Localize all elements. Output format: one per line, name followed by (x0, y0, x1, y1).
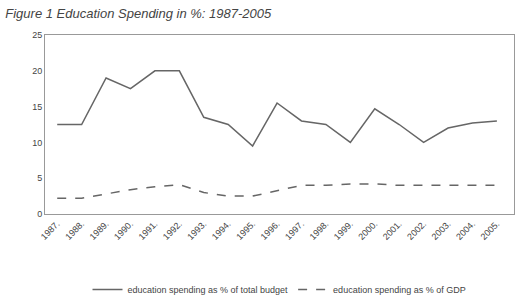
svg-text:1988.: 1988. (63, 219, 86, 242)
svg-text:2002.: 2002. (405, 219, 428, 242)
svg-text:15: 15 (32, 102, 42, 112)
svg-text:1996.: 1996. (259, 219, 282, 242)
svg-text:0: 0 (37, 209, 42, 219)
svg-text:2005.: 2005. (478, 219, 501, 242)
svg-text:education spending as % of GDP: education spending as % of GDP (333, 285, 466, 295)
svg-text:1995.: 1995. (234, 219, 257, 242)
svg-text:1993.: 1993. (185, 219, 208, 242)
svg-text:1998.: 1998. (308, 219, 331, 242)
svg-text:2000.: 2000. (356, 219, 379, 242)
svg-text:2003.: 2003. (430, 219, 453, 242)
svg-text:25: 25 (32, 30, 42, 40)
svg-text:1999.: 1999. (332, 219, 355, 242)
svg-text:1990.: 1990. (112, 219, 135, 242)
svg-text:10: 10 (32, 138, 42, 148)
svg-text:5: 5 (37, 173, 42, 183)
svg-text:2001.: 2001. (381, 219, 404, 242)
svg-text:1989.: 1989. (88, 219, 111, 242)
svg-text:education spending as % of tot: education spending as % of total budget (128, 285, 289, 295)
svg-text:1992.: 1992. (161, 219, 184, 242)
svg-text:1994.: 1994. (210, 219, 233, 242)
svg-text:Figure 1 Education Spending in: Figure 1 Education Spending in %: 1987-2… (5, 6, 272, 21)
svg-text:20: 20 (32, 66, 42, 76)
svg-text:1997.: 1997. (283, 219, 306, 242)
svg-text:1987.: 1987. (39, 219, 62, 242)
svg-text:2004.: 2004. (454, 219, 477, 242)
svg-text:1991.: 1991. (137, 219, 160, 242)
